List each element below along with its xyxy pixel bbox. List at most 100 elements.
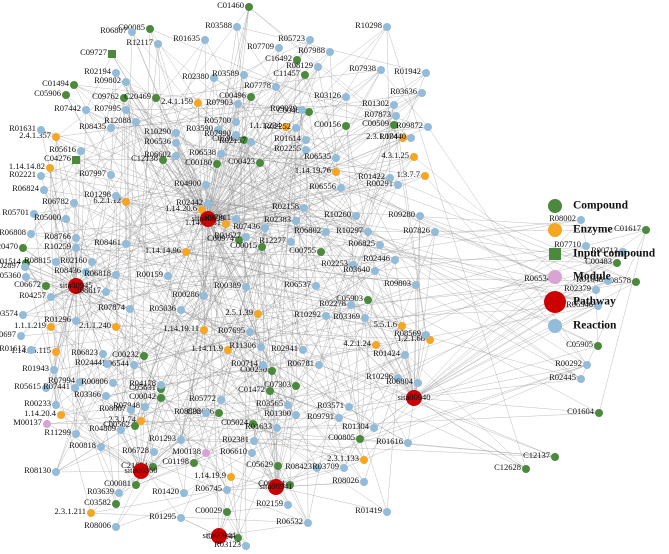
edge [85,96,252,273]
node-label: C00562 [103,419,130,429]
edge [207,66,319,220]
node-label: R02160 [60,255,87,265]
node-dot [284,501,292,509]
node-label: 1.14.14.96 [145,245,181,255]
node-dot [306,36,314,44]
edge [91,69,382,263]
node-label: R06538 [189,147,216,157]
node-label: R07826 [403,225,430,235]
edge [75,433,309,524]
node-label: R10292 [294,309,321,319]
edge [74,387,102,448]
node-label: C00482 [277,105,304,115]
edge [115,195,222,401]
edge [175,142,426,177]
node-label: R02445 [549,372,576,382]
node-label: R07441 [43,381,70,391]
node-label: C04276 [44,153,71,163]
edge [25,262,142,472]
edge [220,399,277,488]
node-label: R04809 [89,423,116,433]
edge [220,153,289,406]
node-dot [332,154,340,162]
node-label: R07442 [54,103,81,113]
node-dot [383,23,391,31]
edge [185,251,317,287]
edge [220,399,318,469]
node-label: R01627 [214,230,241,240]
node-dot [112,69,120,77]
edge [257,207,305,315]
node-dot [370,424,378,432]
edge [220,315,327,401]
edge [33,213,77,287]
node-label: sita00360 [124,465,157,475]
edge [340,187,403,327]
edge [393,124,427,336]
node-dot [172,129,180,137]
node-label: R02941 [271,343,298,353]
node-dot [335,414,343,422]
node-dot [418,89,426,97]
edge [348,251,624,408]
node-label: R01420 [152,486,179,496]
edge [303,187,342,209]
node-dot [352,212,360,220]
node-label: R06807 [100,25,127,35]
edge [207,77,215,220]
node-label: 1.1.1.219 [14,320,46,330]
node-dot [47,293,55,301]
node-label: R03123 [214,539,241,549]
node-dot [97,443,105,451]
edge [289,127,297,486]
node-label: R07990 [204,128,231,138]
node-dot [82,268,90,276]
node-dot [19,311,27,319]
node-label: 2.3.1.211 [54,506,86,516]
edge [343,364,588,469]
edge [253,109,303,442]
node-label: C00029 [195,505,222,515]
node-dot [177,306,185,314]
node-label: R05723 [278,33,305,43]
node-dot [37,126,45,134]
edge [424,175,588,366]
edge [157,43,357,217]
edge [193,284,417,464]
node-dot [261,224,269,232]
node-dot [222,220,230,228]
node-label: R10290 [144,126,171,136]
node-label: R02253 [321,258,348,268]
node-label: R02380 [182,71,209,81]
edge [115,97,125,328]
edge [413,397,600,414]
edge [318,364,415,399]
legend-label: Module [573,271,611,283]
edge [264,227,557,281]
legend-swatch [549,248,561,260]
node-dot [273,424,281,432]
node-label: C01514 [0,256,22,266]
edge [50,296,377,346]
edge [262,364,277,488]
node-dot [150,448,158,456]
node-dot [126,305,134,313]
node-dot [194,99,202,107]
edge [295,244,381,416]
node-label: R01302 [362,98,389,108]
edge [404,280,609,356]
edge [248,6,404,139]
edge [33,184,207,215]
node-label: R08617 [74,285,101,295]
node-dot [272,83,280,91]
node-label: R03369 [333,311,360,321]
legend: Compound Enzyme Input compound Module Pathwa… [544,199,656,333]
node-label: R02221 [9,169,36,179]
node-label: C05905 [566,339,593,349]
node-label: M00138 [172,446,201,456]
node-dot [642,226,650,234]
node-label: R08002 [549,213,576,223]
node-label: R05616 [49,144,76,154]
edge [413,334,427,399]
node-label: R03709 [312,461,339,471]
